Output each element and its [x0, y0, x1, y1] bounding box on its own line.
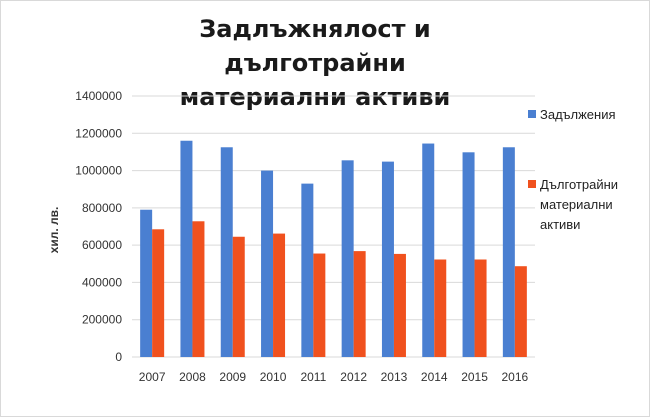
- x-tick-label: 2015: [461, 370, 488, 384]
- chart-title-line-2: материални активи: [179, 83, 451, 111]
- legend-swatch-liabilities: [528, 110, 536, 118]
- x-tick-label: 2007: [139, 370, 166, 384]
- y-tick-label: 1000000: [75, 164, 122, 178]
- bar-liabilities-2009: [220, 147, 233, 357]
- x-tick-label: 2013: [381, 370, 408, 384]
- y-tick-label: 600000: [82, 238, 122, 252]
- bar-liabilities-2007: [140, 209, 153, 357]
- legend-label-line: Дълготрайни: [540, 177, 618, 192]
- legend-swatch-fixed-assets: [528, 180, 536, 188]
- bar-liabilities-2010: [261, 170, 274, 357]
- x-tick-labels: 2007 2008 2009 2010 2011 2012 2013 2014 2015 2016: [139, 370, 529, 384]
- bar-liabilities-2011: [301, 183, 314, 357]
- x-tick-label: 2012: [340, 370, 367, 384]
- y-tick-labels: 0 200000 400000 600000 800000 1000000 1200000 1…: [75, 89, 122, 364]
- bar-liabilities-2014: [422, 143, 435, 357]
- bar-liabilities-2012: [341, 160, 354, 357]
- x-tick-label: 2011: [300, 370, 326, 384]
- y-tick-label: 0: [115, 350, 122, 364]
- bar-fixed-assets-2016: [514, 266, 527, 357]
- legend-label-liabilities: Задължения: [540, 107, 616, 122]
- bar-fixed-assets-2011: [313, 253, 326, 357]
- chart-title-line-1: Задлъжнялост и дълготрайни: [199, 15, 431, 77]
- bar-fixed-assets-2012: [353, 251, 366, 357]
- x-tick-label: 2010: [260, 370, 287, 384]
- x-tick-label: 2014: [421, 370, 448, 384]
- x-tick-label: 2008: [179, 370, 206, 384]
- y-tick-label: 800000: [82, 201, 122, 215]
- bars: [140, 140, 527, 357]
- bar-fixed-assets-2009: [232, 236, 245, 357]
- y-tick-label: 1200000: [75, 126, 122, 140]
- legend-label-line: активи: [540, 217, 580, 232]
- bar-fixed-assets-2008: [192, 221, 205, 357]
- bar-fixed-assets-2007: [152, 229, 165, 357]
- x-tick-label: 2009: [219, 370, 246, 384]
- bar-liabilities-2016: [502, 147, 515, 357]
- bar-liabilities-2015: [462, 152, 475, 357]
- x-tick-label: 2016: [501, 370, 528, 384]
- bar-liabilities-2013: [381, 161, 394, 357]
- bar-liabilities-2008: [180, 140, 193, 357]
- y-tick-label: 1400000: [75, 89, 122, 103]
- bar-fixed-assets-2013: [393, 253, 406, 357]
- legend-label-fixed-assets: Дълготрайни материални активи: [540, 177, 618, 232]
- y-tick-label: 200000: [82, 313, 122, 327]
- bar-fixed-assets-2010: [273, 233, 286, 357]
- bar-fixed-assets-2015: [474, 259, 487, 357]
- bar-fixed-assets-2014: [434, 259, 447, 357]
- y-tick-label: 400000: [82, 275, 122, 289]
- legend-label-line: материални: [540, 197, 613, 212]
- y-axis-label: хил. лв.: [47, 207, 61, 254]
- chart-title: Задлъжнялост и дълготрайни материални ак…: [110, 12, 520, 114]
- legend: Задължения Дълготрайни материални активи: [528, 107, 618, 232]
